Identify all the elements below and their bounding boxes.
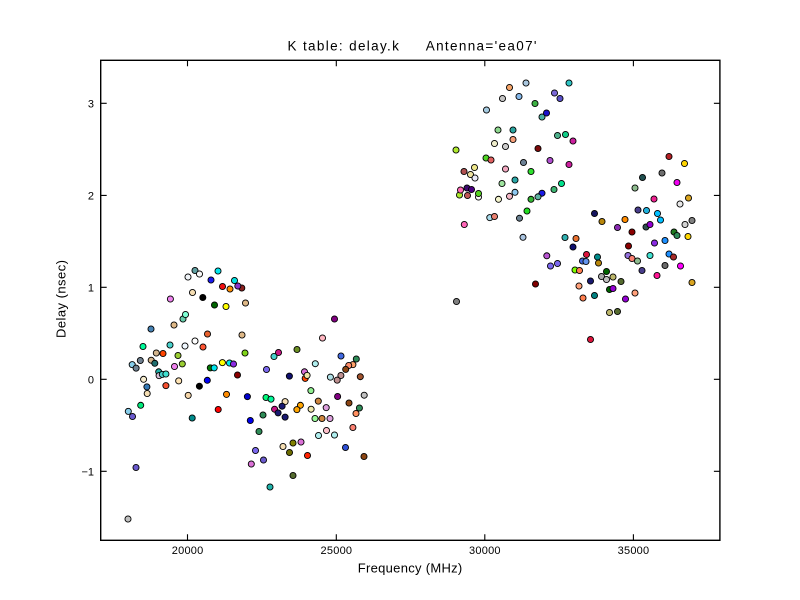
svg-text:35000: 35000: [618, 545, 650, 557]
svg-text:20000: 20000: [172, 545, 204, 557]
svg-text:−1: −1: [81, 466, 94, 478]
svg-text:0: 0: [88, 374, 94, 386]
svg-text:25000: 25000: [321, 545, 353, 557]
svg-text:Delay (nsec): Delay (nsec): [54, 260, 69, 338]
svg-text:2: 2: [88, 190, 94, 202]
svg-text:1: 1: [88, 282, 94, 294]
svg-text:K table: delay.k Antenna=': K table: delay.k Antenna='ea07': [288, 38, 537, 53]
svg-text:Frequency (MHz): Frequency (MHz): [358, 561, 463, 576]
svg-text:3: 3: [88, 98, 94, 110]
svg-text:30000: 30000: [469, 545, 501, 557]
